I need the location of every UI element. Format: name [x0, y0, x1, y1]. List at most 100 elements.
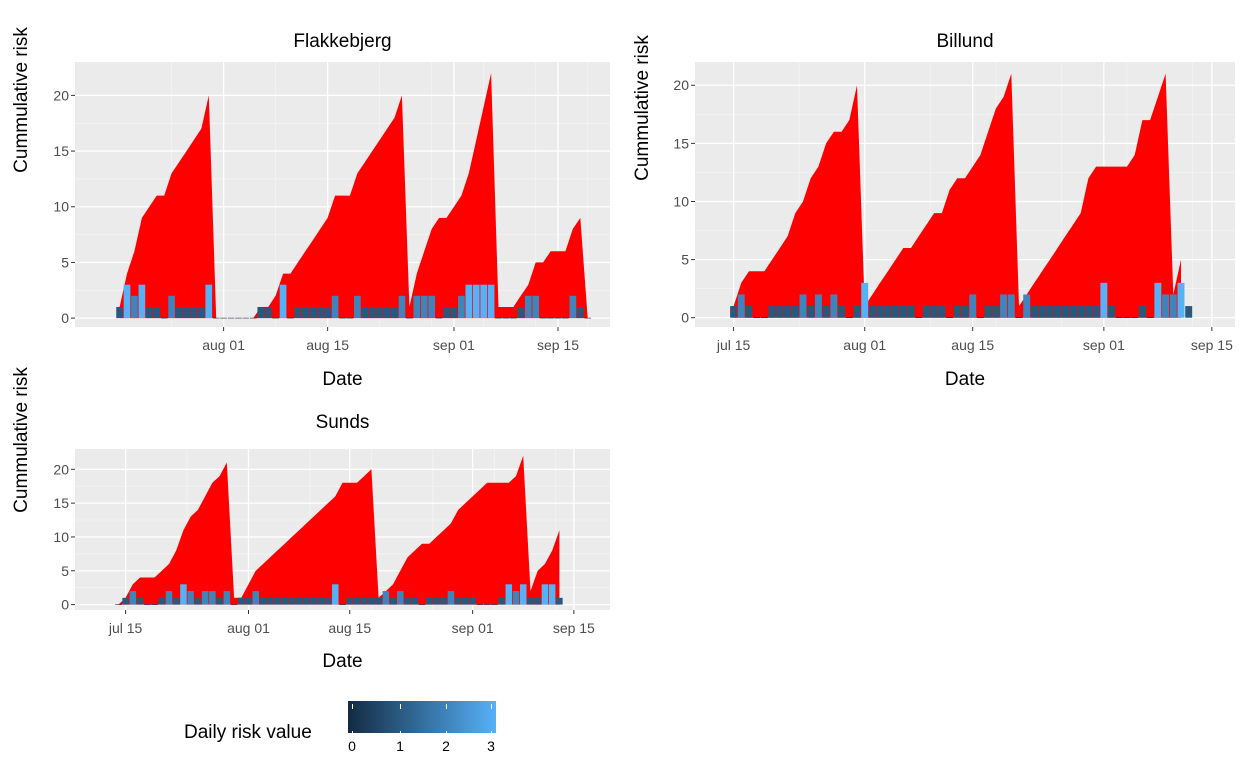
daily-risk-bar: [791, 306, 799, 318]
daily-risk-bar: [216, 597, 223, 605]
daily-risk-bar: [884, 306, 892, 318]
x-tick-label: sep 15: [1191, 337, 1233, 353]
daily-risk-bar: [116, 306, 123, 319]
legend-tick-bottom: [400, 731, 401, 736]
daily-risk-bar: [487, 284, 495, 319]
daily-risk-bar: [368, 597, 375, 605]
daily-risk-bar: [317, 597, 325, 605]
daily-risk-bar: [1185, 306, 1193, 318]
daily-risk-bar: [172, 597, 180, 605]
daily-risk-bar: [517, 306, 525, 319]
daily-risk-bar: [1030, 306, 1038, 318]
daily-risk-bar: [316, 306, 324, 319]
daily-risk-bar: [397, 591, 404, 605]
daily-risk-bar: [324, 597, 332, 605]
legend-label: 2: [442, 738, 450, 754]
daily-risk-bar: [1054, 306, 1062, 318]
daily-risk-bar: [180, 584, 187, 605]
daily-risk-bar: [1061, 306, 1069, 318]
daily-risk-bar: [375, 597, 382, 605]
daily-risk-bar: [391, 306, 398, 319]
daily-risk-bar: [524, 295, 532, 319]
y-tick-label: 10: [53, 199, 69, 215]
daily-risk-bar: [175, 306, 183, 319]
daily-risk-bar: [519, 584, 527, 605]
daily-risk-bar: [1138, 306, 1146, 318]
facet-panel: 0 5 10 15 20 jul 15 aug 01 aug 15 sep 01 sep 15 Su…: [11, 367, 610, 672]
x-tick-label: sep 15: [553, 620, 595, 636]
daily-risk-bar: [324, 306, 331, 319]
x-tick-label: jul 15: [108, 620, 143, 636]
daily-risk-bar: [187, 591, 194, 605]
y-tick-label: 10: [673, 193, 689, 209]
daily-risk-bar: [252, 591, 259, 605]
daily-risk-bar: [853, 306, 861, 318]
daily-risk-bar: [814, 294, 822, 318]
daily-risk-bar: [153, 306, 161, 319]
legend-tick-top: [400, 704, 401, 709]
daily-risk-bar: [984, 306, 992, 318]
x-tick-label: jul 15: [716, 337, 751, 353]
panel-title: Billund: [936, 31, 993, 52]
daily-risk-bar: [907, 306, 915, 318]
daily-risk-bar: [257, 306, 265, 319]
daily-risk-bar: [930, 306, 938, 318]
daily-risk-bar: [354, 295, 361, 319]
daily-risk-bar: [569, 295, 577, 319]
legend-tick-top: [446, 704, 447, 709]
daily-risk-bar: [1069, 306, 1077, 318]
daily-risk-bar: [1169, 294, 1177, 318]
daily-risk-bar: [303, 597, 310, 605]
y-tick-label: 10: [53, 529, 69, 545]
daily-risk-bar: [145, 306, 153, 319]
daily-risk-bar: [776, 306, 784, 318]
x-tick-label: aug 01: [227, 620, 270, 636]
daily-risk-bar: [383, 306, 391, 319]
daily-risk-bar: [462, 597, 469, 605]
daily-risk-bar: [799, 294, 807, 318]
daily-risk-bar: [1023, 294, 1031, 318]
daily-risk-bar: [332, 584, 339, 605]
x-tick-label: aug 15: [306, 337, 349, 353]
daily-risk-bar: [426, 597, 433, 605]
y-tick-label: 5: [681, 252, 689, 268]
daily-risk-bar: [541, 584, 549, 605]
legend-tick-bottom: [352, 731, 353, 736]
legend-tick-bottom: [491, 731, 492, 736]
daily-risk-bar: [480, 284, 488, 319]
daily-risk-bar: [420, 295, 428, 319]
legend-label: 0: [348, 738, 356, 754]
y-tick-label: 5: [61, 254, 69, 270]
daily-risk-bar: [512, 591, 520, 605]
daily-risk-bar: [245, 597, 252, 605]
daily-risk-bar: [443, 306, 450, 319]
daily-risk-bar: [428, 295, 436, 319]
daily-risk-bar: [368, 306, 376, 319]
daily-risk-bar: [376, 306, 383, 319]
daily-risk-bar: [447, 591, 455, 605]
daily-risk-bar: [201, 591, 209, 605]
x-axis-label: Date: [322, 369, 362, 390]
daily-risk-bar: [784, 306, 792, 318]
daily-risk-bar: [469, 597, 476, 605]
daily-risk-bar: [454, 597, 462, 605]
y-tick-label: 20: [673, 77, 689, 93]
daily-risk-bar: [807, 306, 815, 318]
daily-risk-bar: [1046, 306, 1054, 318]
y-tick-label: 15: [53, 495, 69, 511]
daily-risk-bar: [1154, 282, 1162, 318]
daily-risk-bar: [331, 295, 339, 319]
daily-risk-bar: [281, 597, 288, 605]
y-axis-label: Cummulative risk: [11, 367, 32, 513]
daily-risk-bar: [556, 597, 563, 605]
daily-risk-bar: [382, 591, 390, 605]
legend-tick-top: [352, 704, 353, 709]
x-tick-label: aug 15: [328, 620, 371, 636]
daily-risk-bar: [830, 294, 838, 318]
daily-risk-bar: [158, 597, 166, 605]
daily-risk-bar: [309, 306, 317, 319]
daily-risk-bar: [194, 597, 202, 605]
daily-risk-bar: [498, 597, 505, 605]
daily-risk-bar: [238, 597, 245, 605]
daily-risk-bar: [398, 295, 406, 319]
